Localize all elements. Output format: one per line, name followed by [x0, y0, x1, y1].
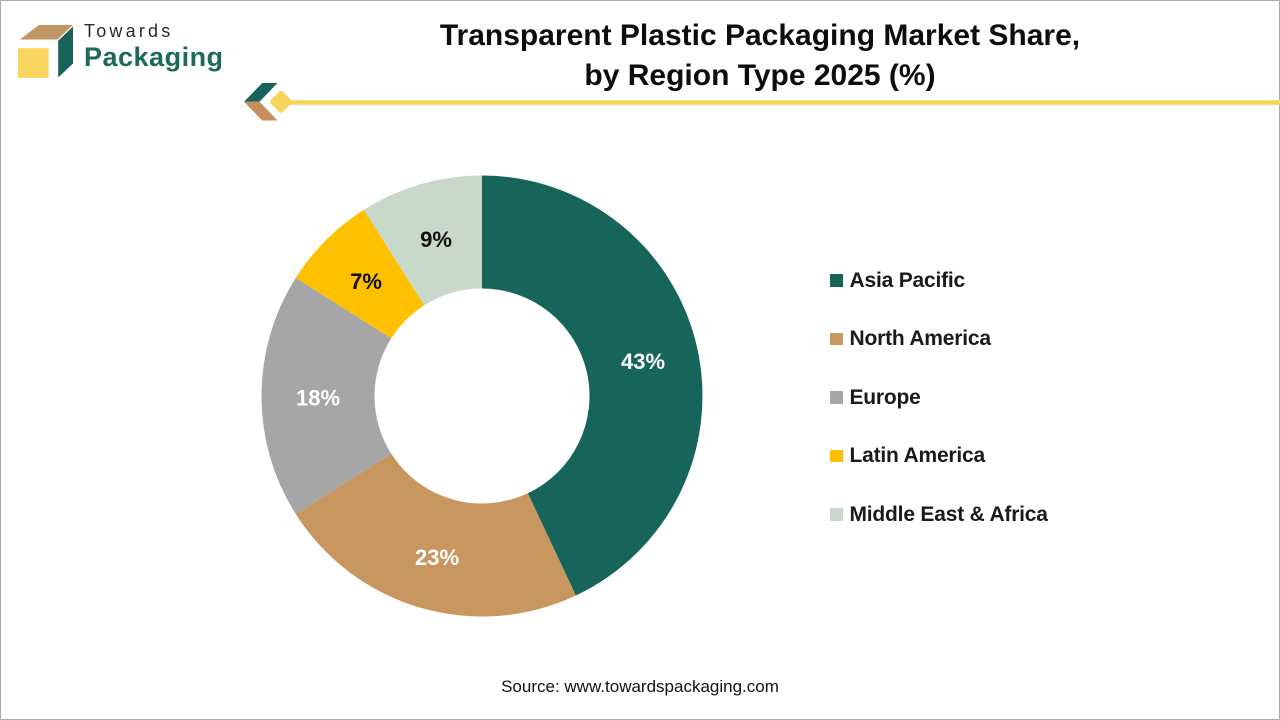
svg-text:43%: 43% [621, 349, 665, 374]
svg-text:18%: 18% [296, 386, 340, 411]
svg-text:23%: 23% [415, 545, 459, 570]
svg-text:9%: 9% [420, 227, 452, 252]
svg-text:7%: 7% [350, 269, 382, 294]
